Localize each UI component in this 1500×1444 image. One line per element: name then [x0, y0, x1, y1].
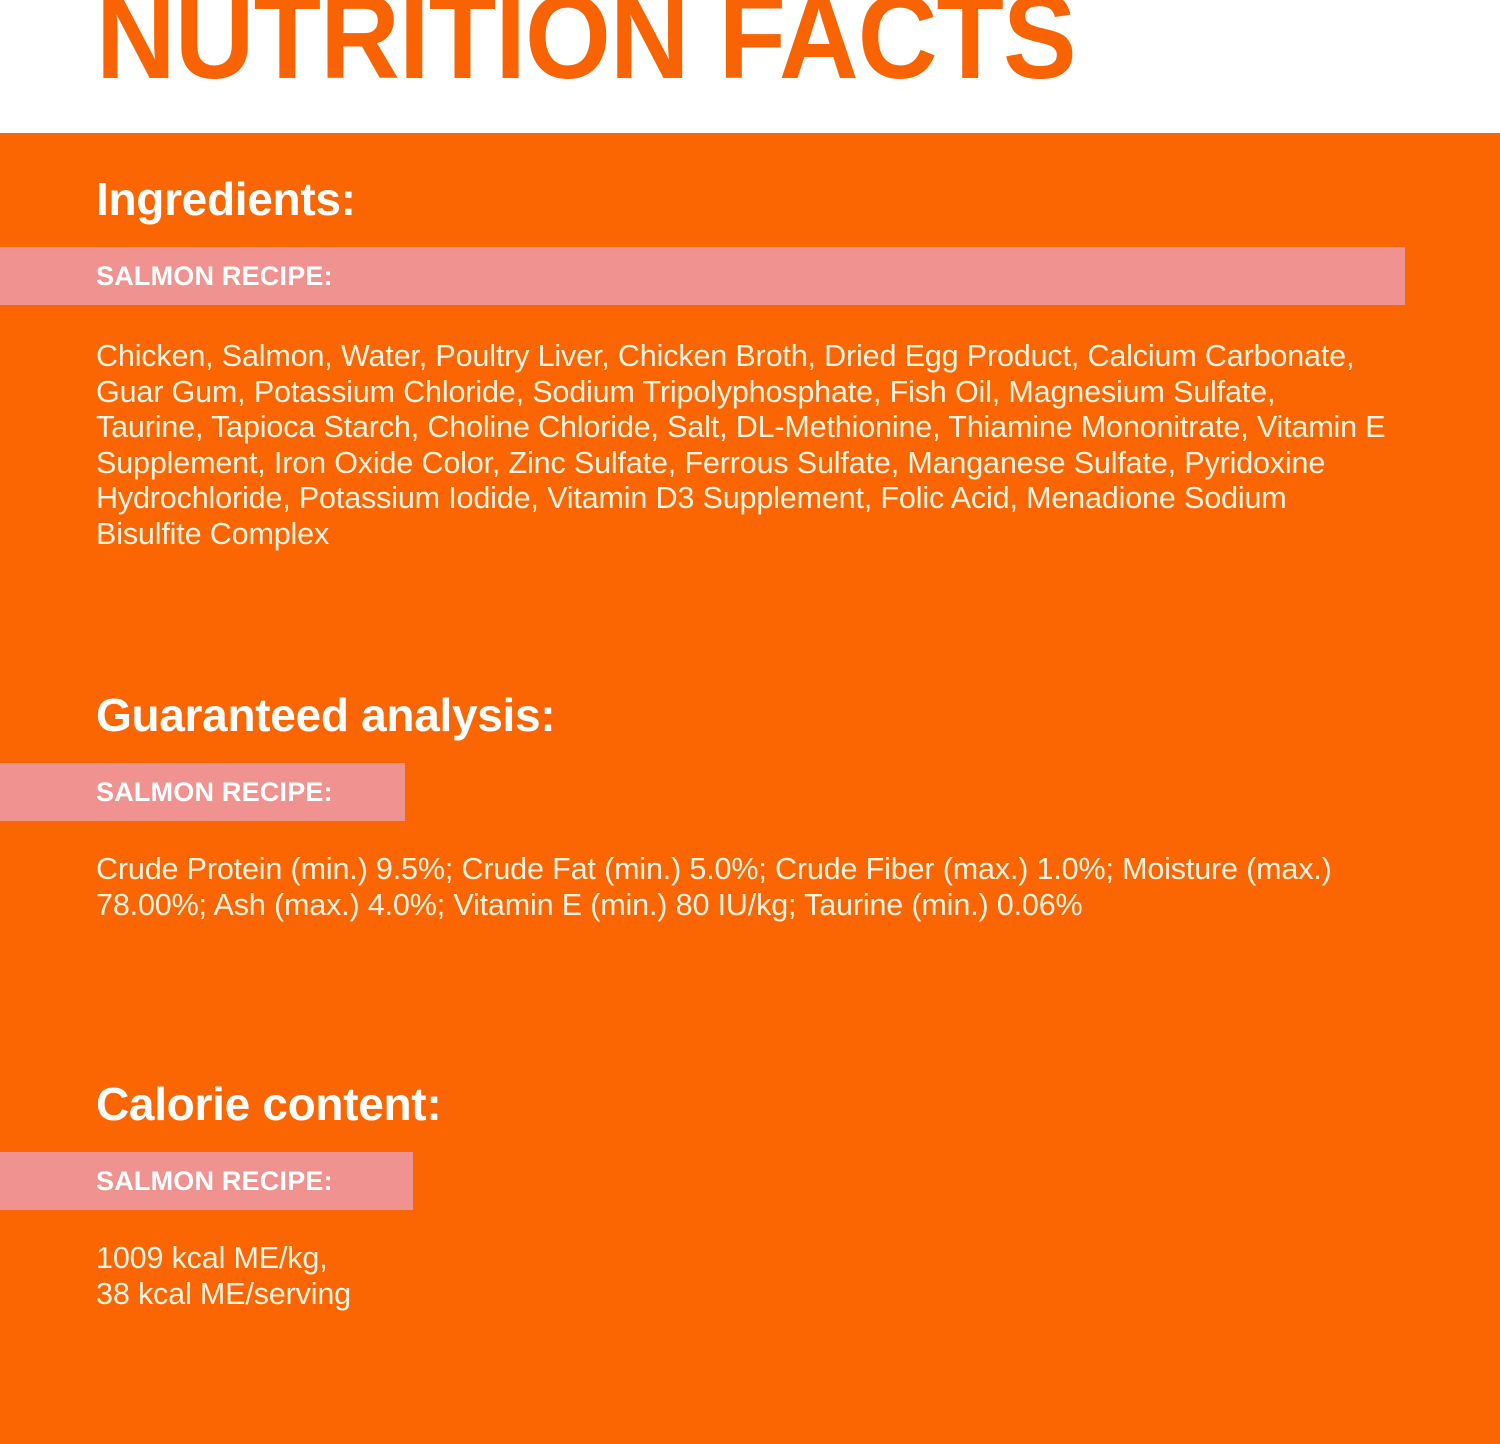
guaranteed-analysis-recipe-label: SALMON RECIPE: [96, 776, 333, 807]
calorie-content-heading: Calorie content: [96, 1078, 442, 1130]
calorie-content-recipe-label: SALMON RECIPE: [96, 1165, 333, 1196]
guaranteed-analysis-heading: Guaranteed analysis: [96, 689, 556, 741]
header-band: NUTRITION FACTS [0, 0, 1500, 133]
label-body: Ingredients: SALMON RECIPE: Chicken, Sal… [0, 133, 1500, 1444]
ingredients-heading: Ingredients: [96, 173, 356, 225]
section-calorie-content: Calorie content: SALMON RECIPE: 1009 kca… [0, 1078, 1500, 1312]
ingredients-recipe-band: SALMON RECIPE: [0, 247, 1405, 305]
guaranteed-analysis-recipe-band: SALMON RECIPE: [0, 763, 405, 821]
ingredients-recipe-label: SALMON RECIPE: [96, 260, 333, 291]
page-title: NUTRITION FACTS [96, 0, 1077, 104]
section-ingredients: Ingredients: SALMON RECIPE: Chicken, Sal… [0, 173, 1500, 552]
ingredients-text: Chicken, Salmon, Water, Poultry Liver, C… [96, 339, 1386, 551]
guaranteed-analysis-text: Crude Protein (min.) 9.5%; Crude Fat (mi… [96, 852, 1332, 922]
section-guaranteed-analysis: Guaranteed analysis: SALMON RECIPE: Crud… [0, 689, 1500, 923]
calorie-content-text: 1009 kcal ME/kg, 38 kcal ME/serving [96, 1241, 351, 1311]
calorie-content-recipe-band: SALMON RECIPE: [0, 1152, 413, 1210]
